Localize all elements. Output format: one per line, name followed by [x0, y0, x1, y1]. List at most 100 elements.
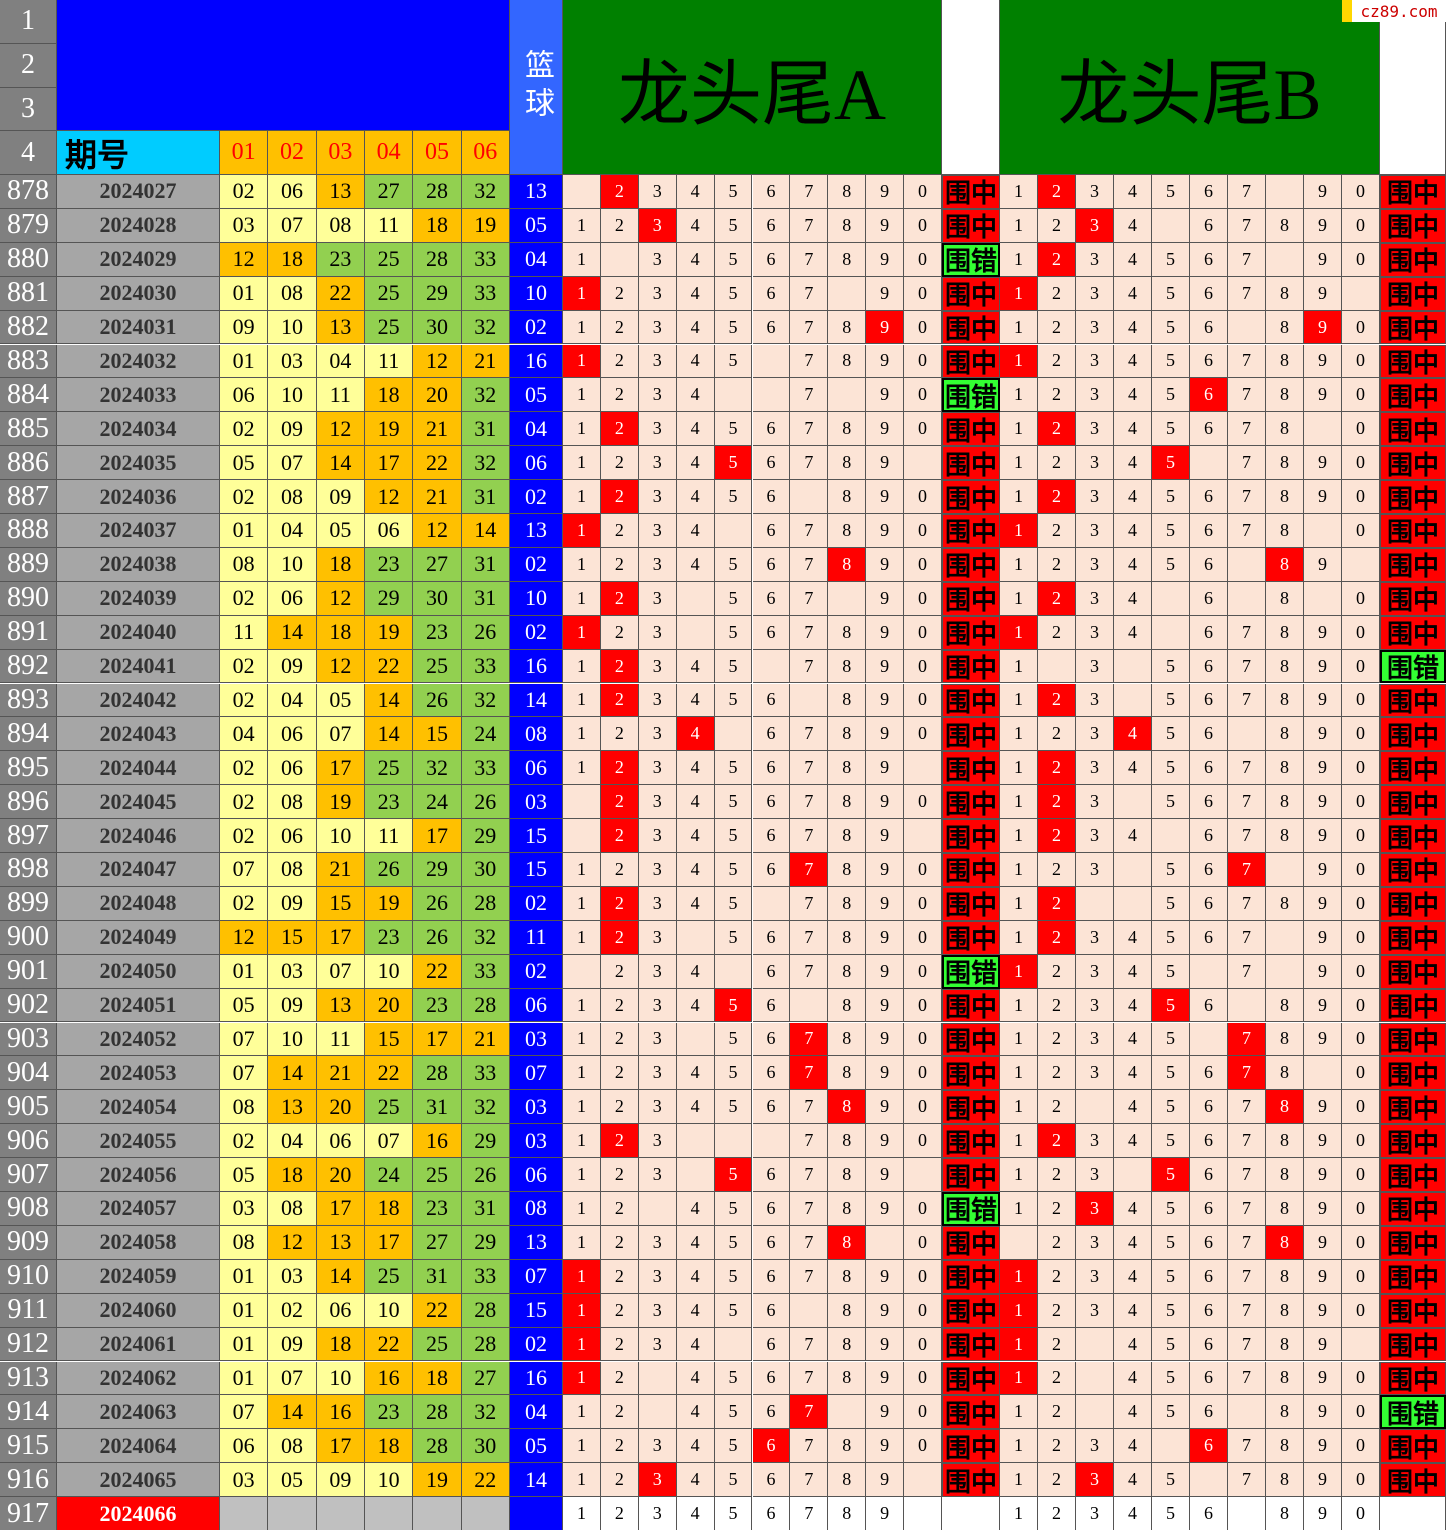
result: 围中: [1380, 378, 1446, 413]
number-cell: 31: [461, 412, 510, 447]
digit-cell: [1228, 1497, 1266, 1530]
digit-cell: [1114, 683, 1152, 718]
digit-cell: 1: [1000, 785, 1038, 820]
digit-cell: 3: [638, 1225, 677, 1260]
digit-cell: [1228, 717, 1266, 752]
digit-cell: 9: [866, 649, 905, 684]
number-cell: 20: [413, 378, 462, 413]
issue: 2024039: [57, 581, 220, 616]
number-cell: 05: [268, 1463, 317, 1498]
digit-cell: 1: [1000, 853, 1038, 887]
row-number: 1: [0, 0, 57, 44]
title-a: 龙头尾A: [563, 0, 942, 175]
digit-cell: 3: [1076, 378, 1114, 413]
digit-cell: [752, 1124, 791, 1159]
digit-cell: 5: [1152, 1022, 1190, 1057]
result: 围中: [1380, 1361, 1446, 1396]
digit-cell: 8: [1266, 717, 1304, 752]
digit-cell: 3: [1076, 683, 1114, 718]
number-cell: 19: [461, 208, 510, 243]
digit-cell: 7: [790, 886, 829, 921]
issue: 2024035: [57, 446, 220, 481]
digit-cell: 9: [866, 1395, 905, 1430]
hit-digit: 2: [600, 581, 639, 616]
digit-cell: 2: [600, 954, 639, 989]
digit-cell: 1: [1000, 581, 1038, 616]
digit-cell: 8: [828, 175, 867, 209]
digit-cell: 7: [790, 1225, 829, 1260]
digit-cell: 1: [563, 853, 601, 887]
digit-cell: 4: [676, 242, 715, 277]
issue: 2024046: [57, 819, 220, 853]
digit-cell: [1266, 920, 1304, 955]
digit-cell: 4: [676, 378, 715, 413]
result: 围中: [942, 819, 1000, 853]
digit-cell: 8: [828, 717, 867, 752]
digit-cell: 7: [790, 615, 829, 650]
number-cell: 22: [364, 1327, 414, 1362]
result: 围中: [1380, 1158, 1446, 1192]
digit-cell: 7: [1228, 242, 1266, 277]
digit-cell: 8: [828, 683, 867, 718]
digit-cell: 1: [1000, 378, 1038, 413]
number-cell: 11: [316, 1022, 365, 1057]
digit-cell: 0: [1342, 853, 1380, 887]
hit-digit: 7: [790, 1022, 829, 1057]
result: 围中: [942, 1124, 1000, 1159]
digit-cell: 2: [1038, 1463, 1076, 1498]
number-cell: 08: [268, 1429, 317, 1464]
digit-cell: 7: [790, 1463, 829, 1498]
result: 围中: [1380, 242, 1446, 277]
digit-cell: 7: [790, 1124, 829, 1159]
digit-cell: 5: [714, 1395, 753, 1430]
hit-digit: 7: [790, 1056, 829, 1091]
digit-cell: 6: [1190, 751, 1228, 786]
digit-cell: 9: [1304, 1192, 1342, 1226]
digit-cell: [1076, 1361, 1114, 1396]
digit-cell: 1: [1000, 819, 1038, 853]
title-b: 龙头尾B: [1000, 0, 1380, 175]
digit-cell: 5: [714, 208, 753, 243]
digit-cell: [563, 785, 601, 820]
number-cell: 30: [413, 581, 462, 616]
result: 围中: [942, 547, 1000, 582]
digit-cell: [714, 717, 753, 752]
digit-cell: 0: [1342, 1361, 1380, 1396]
digit-cell: 6: [752, 615, 791, 650]
number-cell: 28: [461, 1293, 510, 1328]
number-cell: 08: [268, 276, 317, 311]
digit-cell: 0: [1342, 1293, 1380, 1328]
number-cell: 05: [220, 988, 269, 1023]
number-cell: 18: [268, 1158, 317, 1192]
number-cell: 10: [364, 1463, 414, 1498]
digit-cell: 0: [1342, 412, 1380, 447]
digit-cell: 9: [866, 276, 905, 311]
digit-cell: 7: [790, 208, 829, 243]
basketball: [510, 1497, 563, 1530]
digit-cell: 9: [866, 1259, 905, 1294]
digit-cell: 6: [752, 819, 791, 853]
row-number: 903: [0, 1022, 57, 1057]
digit-cell: 0: [904, 310, 942, 345]
row-number: 885: [0, 412, 57, 447]
digit-cell: 4: [1114, 1395, 1152, 1430]
digit-cell: 0: [904, 480, 942, 514]
result: 围中: [1380, 683, 1446, 718]
digit-cell: 3: [1076, 1225, 1114, 1260]
digit-cell: 1: [563, 649, 601, 684]
number-cell: 09: [268, 649, 317, 684]
digit-cell: 9: [866, 514, 905, 548]
row-number: 888: [0, 514, 57, 548]
result: 围中: [1380, 547, 1446, 582]
digit-cell: 4: [1114, 378, 1152, 413]
number-cell: 02: [220, 175, 269, 209]
number-cell: 30: [461, 853, 510, 887]
digit-cell: 9: [866, 344, 905, 379]
result: 围中: [1380, 1124, 1446, 1159]
number-cell: 24: [461, 717, 510, 752]
number-cell: 14: [268, 1056, 317, 1091]
digit-cell: 5: [1152, 853, 1190, 887]
digit-cell: 4: [1114, 1361, 1152, 1396]
row-number: 900: [0, 920, 57, 955]
number-label: 03: [316, 131, 365, 175]
